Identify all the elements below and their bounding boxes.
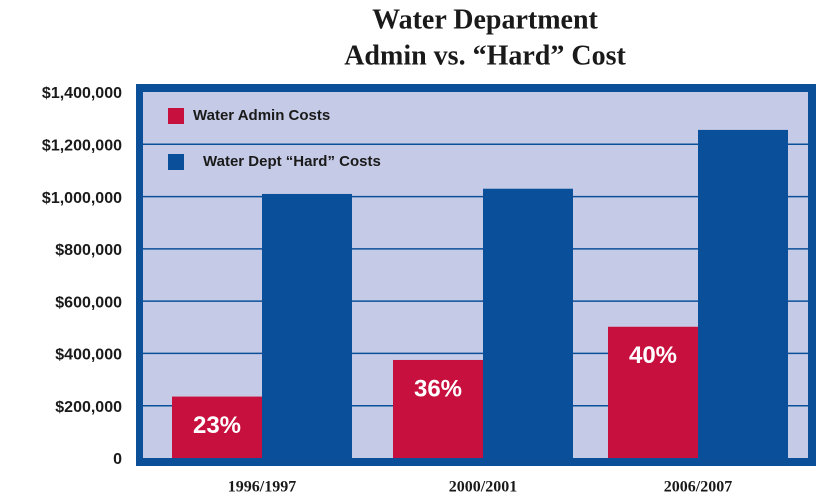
share-label: 36% bbox=[414, 375, 462, 402]
bar bbox=[393, 359, 483, 458]
bar bbox=[608, 326, 698, 458]
chart-title: Admin vs. “Hard” Cost bbox=[344, 40, 626, 71]
y-tick-label: $400,000 bbox=[55, 347, 122, 364]
y-tick-label: $200,000 bbox=[55, 399, 122, 416]
x-tick-label: 1996/1997 bbox=[228, 479, 296, 496]
legend-swatch bbox=[168, 154, 184, 170]
bar bbox=[483, 188, 573, 458]
bar bbox=[262, 193, 352, 458]
chart-title: Water Department bbox=[372, 4, 598, 35]
x-tick-label: 2006/2007 bbox=[664, 479, 732, 496]
bar bbox=[698, 129, 788, 458]
bar bbox=[172, 396, 262, 458]
legend-label: Water Dept “Hard” Costs bbox=[203, 153, 381, 170]
legend-swatch bbox=[168, 108, 184, 124]
y-tick-label: $1,200,000 bbox=[42, 138, 122, 155]
share-label: 40% bbox=[629, 342, 677, 369]
y-tick-label: 0 bbox=[113, 451, 122, 468]
share-label: 23% bbox=[193, 412, 241, 439]
y-tick-label: $600,000 bbox=[55, 294, 122, 311]
x-tick-label: 2000/2001 bbox=[449, 479, 517, 496]
y-tick-label: $1,400,000 bbox=[42, 85, 122, 102]
y-tick-label: $1,000,000 bbox=[42, 190, 122, 207]
legend-label: Water Admin Costs bbox=[193, 107, 330, 124]
y-tick-label: $800,000 bbox=[55, 242, 122, 259]
